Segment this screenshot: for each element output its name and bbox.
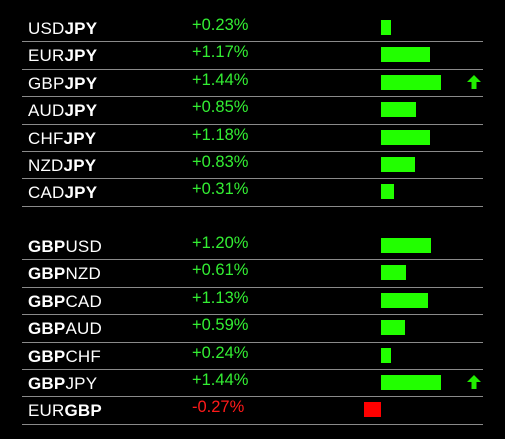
base-currency: GBP [28,346,66,366]
base-currency: AUD [28,101,65,121]
quote-row: CHFJPY +1.18% [22,125,483,152]
base-currency: GBP [28,237,66,256]
arrow-up-icon [467,374,481,389]
quote-currency: JPY [63,155,97,175]
percent-change: +0.59% [192,316,249,335]
base-currency: CHF [28,128,64,148]
percent-change: -0.27% [192,398,245,417]
pair-symbol: CADJPY [28,183,97,203]
positive-change-bar [381,47,430,63]
pair-symbol: GBPCAD [28,292,102,312]
pair-symbol: GBPCHF [28,347,101,367]
percent-change: +1.44% [192,370,249,389]
quote-row: GBPCAD +1.13% [22,288,483,316]
pair-symbol: GBPJPY [28,74,97,94]
quote-currency: JPY [64,19,98,38]
quote-currency: JPY [64,73,98,93]
percent-change: +1.20% [192,234,249,252]
arrow-up-icon [467,74,481,89]
pair-symbol: GBPNZD [28,264,101,284]
quote-row: EURJPY +1.17% [22,42,483,70]
quote-currency: USD [65,237,102,256]
base-currency: USD [28,19,65,38]
positive-change-bar [381,102,417,118]
positive-change-bar [381,265,407,281]
percent-change: +0.24% [192,343,249,362]
percent-change: +1.44% [192,70,249,89]
base-currency: EUR [28,401,65,421]
quote-row: NZDJPY +0.83% [22,152,483,180]
quote-currency: CAD [65,291,102,311]
positive-change-bar [381,238,431,253]
percent-change: +1.13% [192,288,249,307]
base-currency: EUR [28,46,65,66]
quote-currency: CHF [65,346,101,366]
pair-symbol: EURGBP [28,401,102,421]
pair-symbol: CHFJPY [28,129,96,149]
positive-change-bar [381,347,391,363]
quote-currency: JPY [64,183,98,203]
pair-symbol: EURJPY [28,46,97,66]
percent-change: +0.61% [192,261,249,280]
quote-row: GBPJPY +1.44% [22,370,483,398]
percent-change: +0.83% [192,152,249,171]
quote-currency: JPY [63,128,97,148]
quote-row: AUDJPY +0.85% [22,97,483,125]
base-currency: CAD [28,183,65,203]
quote-row: GBPNZD +0.61% [22,260,483,288]
pair-symbol: GBPAUD [28,319,102,339]
base-currency: GBP [28,373,66,393]
base-currency: NZD [28,155,64,175]
quote-row: CADJPY +0.31% [22,179,483,207]
positive-change-bar [381,374,441,390]
pair-symbol: GBPUSD [28,237,102,257]
pair-symbol: NZDJPY [28,156,96,176]
positive-change-bar [381,74,441,90]
positive-change-bar [381,156,416,172]
quote-currency: JPY [64,101,98,121]
positive-change-bar [381,320,406,336]
pair-symbol: AUDJPY [28,101,97,121]
quote-row: EURGBP -0.27% [22,397,483,425]
quote-row: GBPAUD +0.59% [22,315,483,343]
percent-change: +0.23% [192,16,249,34]
quote-currency: JPY [65,373,98,393]
quote-currency: GBP [64,401,102,421]
quote-row: USDJPY +0.23% [22,15,483,43]
quote-currency: AUD [65,319,102,339]
pair-symbol: USDJPY [28,19,97,39]
quote-row: GBPUSD +1.20% [22,233,483,261]
base-currency: GBP [28,319,66,339]
positive-change-bar [381,292,428,308]
positive-change-bar [381,129,430,145]
percent-change: +0.85% [192,98,249,117]
quote-row: GBPJPY +1.44% [22,70,483,98]
pair-symbol: GBPJPY [28,374,97,394]
base-currency: GBP [28,291,66,311]
percent-change: +1.18% [192,125,249,144]
positive-change-bar [381,20,391,35]
percent-change: +0.31% [192,180,249,199]
gbp-pairs-panel: GBPUSD +1.20% GBPNZD +0.61% GBPCAD +1.13% GBPA… [22,233,483,425]
jpy-pairs-panel: USDJPY +0.23% EURJPY +1.17% GBPJPY +1.44% AUDJ… [22,15,483,207]
base-currency: GBP [28,264,66,284]
negative-change-bar [364,402,381,418]
base-currency: GBP [28,73,65,93]
positive-change-bar [381,184,394,200]
quote-currency: JPY [64,46,98,66]
quote-row: GBPCHF +0.24% [22,343,483,370]
quote-currency: NZD [65,264,101,284]
percent-change: +1.17% [192,43,249,62]
